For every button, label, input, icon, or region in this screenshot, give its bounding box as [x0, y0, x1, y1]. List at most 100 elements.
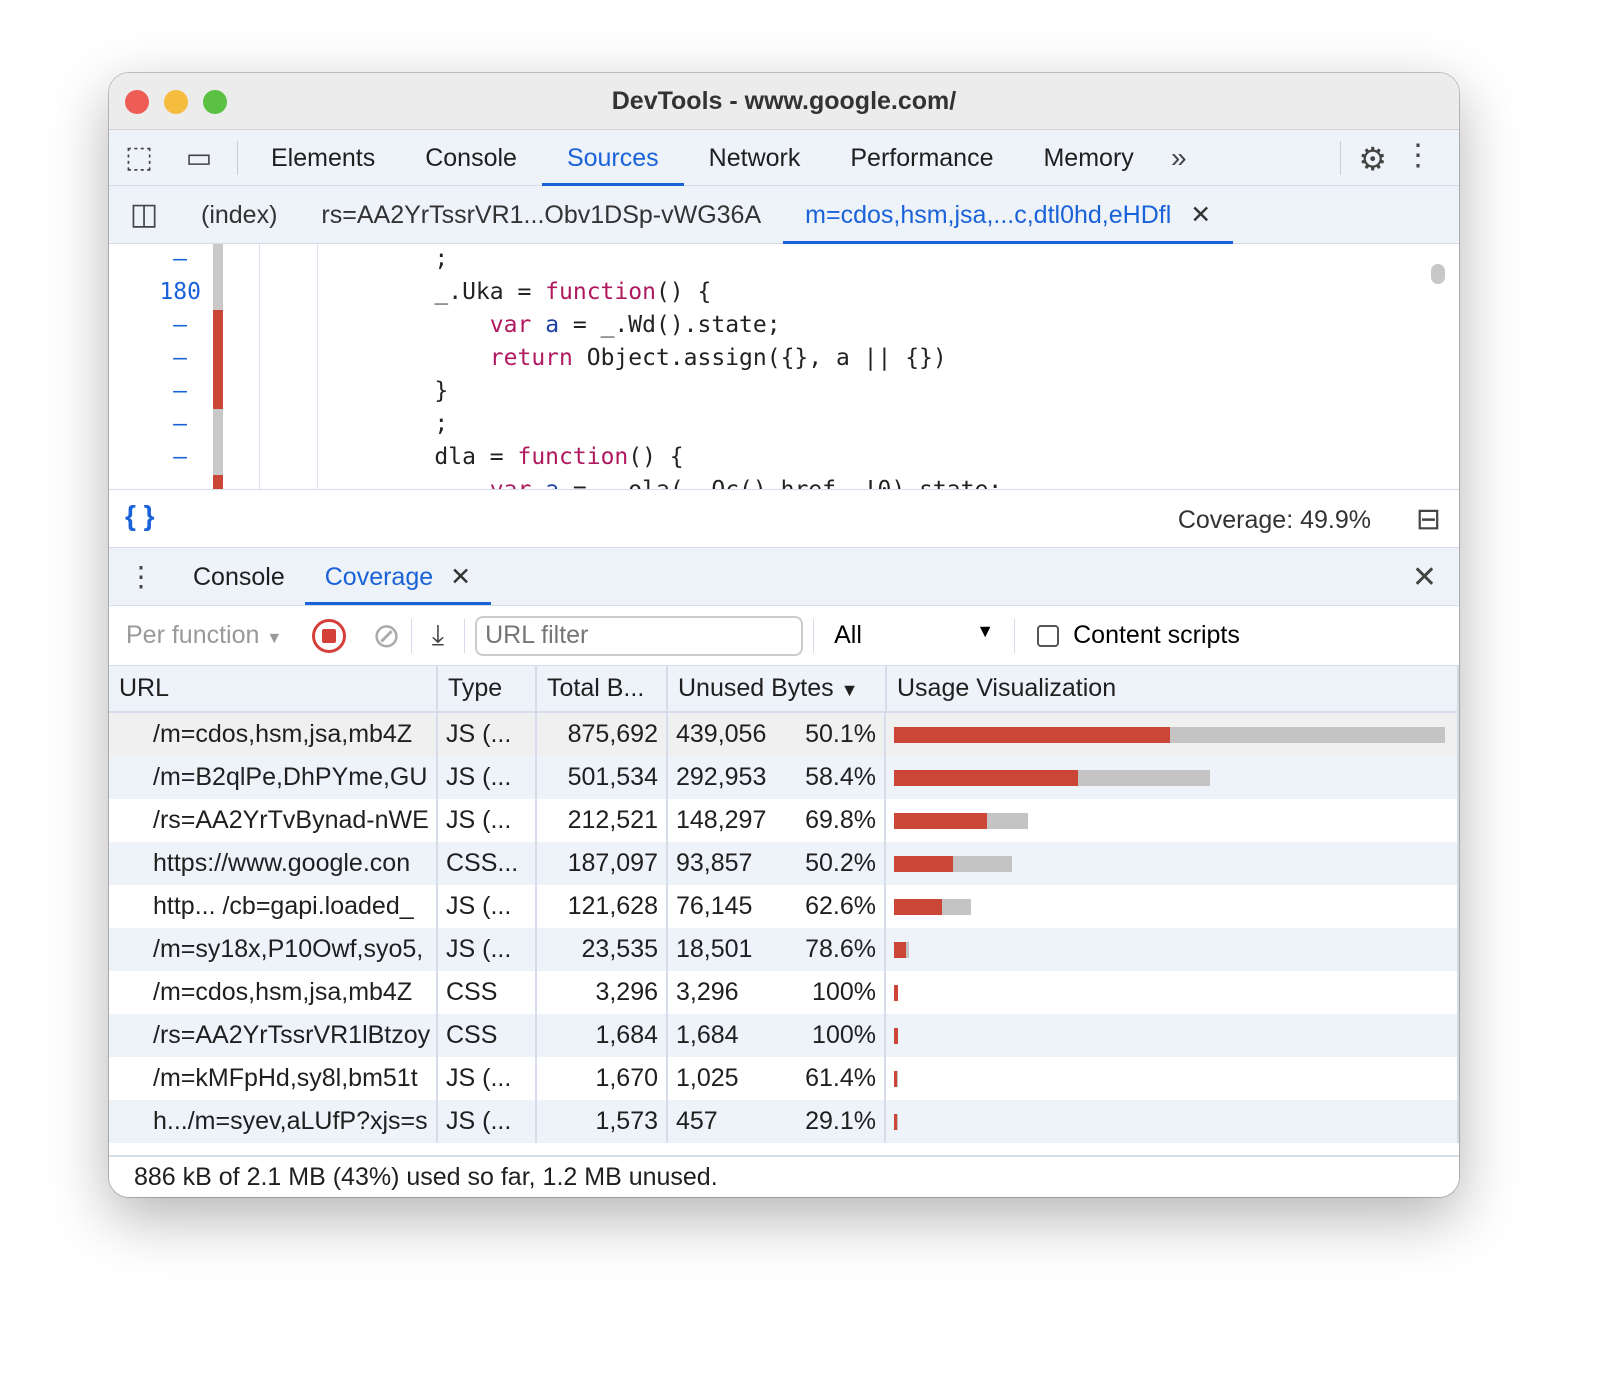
- unused-bytes-cell: 1,684 100%: [668, 1014, 886, 1057]
- clear-icon[interactable]: ⊘: [372, 616, 401, 655]
- tab-performance[interactable]: Performance: [850, 143, 994, 172]
- unused-bytes-bar: [894, 769, 1079, 786]
- drawer-menu-icon[interactable]: ⋮: [127, 561, 155, 592]
- code-token: = _.Wd().state;: [559, 312, 781, 338]
- type-filter-value: All: [834, 621, 862, 649]
- tab-sources[interactable]: Sources: [541, 130, 684, 186]
- editor-scrollbar[interactable]: [1431, 264, 1445, 284]
- more-tabs-icon[interactable]: »: [1170, 141, 1187, 173]
- code-line: ;: [379, 246, 448, 272]
- unused-bytes-cell: 3,296 100%: [668, 971, 886, 1014]
- more-options-icon[interactable]: ⋮: [1403, 139, 1433, 172]
- tab-network[interactable]: Network: [708, 143, 801, 172]
- coverage-marker: [213, 343, 223, 376]
- coverage-table: URL Type Total B... Unused Bytes ▼ Usage…: [109, 666, 1459, 1143]
- usage-visualization-cell: [886, 799, 1459, 842]
- stop-recording-button[interactable]: [312, 618, 347, 653]
- table-row[interactable]: /m=cdos,hsm,jsa,mb4Z JS (... 875,692 439,05…: [109, 712, 1459, 756]
- type-cell: JS (...: [437, 799, 537, 842]
- unused-percent-value: 50.1%: [805, 720, 876, 748]
- usage-visualization-cell: [886, 1100, 1459, 1143]
- unused-bytes-cell: 93,857 50.2%: [668, 842, 886, 885]
- unused-bytes-bar: [894, 726, 1171, 743]
- code-token: [531, 312, 545, 338]
- usage-bar: [894, 941, 1449, 958]
- drawer-tab-coverage[interactable]: Coverage ✕: [304, 549, 492, 605]
- window-title: DevTools - www.google.com/: [611, 87, 957, 115]
- total-bytes-cell: 1,573: [536, 1100, 668, 1143]
- usage-bar: [894, 1027, 1449, 1044]
- file-tab[interactable]: rs=AA2YrTssrVR1...Obv1DSp-vWG36A: [299, 186, 783, 244]
- code-line: var a = _.ola(_.Oc().href, !0).state;: [379, 477, 1002, 489]
- table-row[interactable]: /m=cdos,hsm,jsa,mb4Z CSS 3,296 3,296 100%: [109, 971, 1459, 1014]
- unused-bytes-cell: 457 29.1%: [668, 1100, 886, 1143]
- table-row[interactable]: /rs=AA2YrTssrVR1lBtzoy CSS 1,684 1,684 100%: [109, 1014, 1459, 1057]
- toggle-drawer-icon[interactable]: ⊟: [1415, 503, 1441, 536]
- column-header-unused-bytes[interactable]: Unused Bytes ▼: [667, 666, 887, 713]
- maximize-window-button[interactable]: [203, 90, 227, 114]
- table-row[interactable]: /rs=AA2YrTvBynad-nWE JS (... 212,521 148,29…: [109, 799, 1459, 842]
- unused-bytes-cell: 1,025 61.4%: [668, 1057, 886, 1100]
- total-bytes-cell: 121,628: [536, 885, 668, 928]
- coverage-marker: [213, 475, 223, 489]
- unused-bytes-bar: [894, 898, 942, 915]
- unused-bytes-value: 457: [676, 1107, 718, 1135]
- toggle-navigator-icon[interactable]: ◫: [129, 198, 159, 231]
- unused-bytes-bar: [894, 1113, 897, 1130]
- table-row[interactable]: https://www.google.con CSS... 187,097 93,85…: [109, 842, 1459, 885]
- code-line: _.Uka = function() {: [379, 279, 711, 305]
- column-header-usage-visualization[interactable]: Usage Visualization: [886, 666, 1459, 713]
- code-token: () {: [655, 279, 712, 305]
- table-row[interactable]: /m=kMFpHd,sy8l,bm51t JS (... 1,670 1,025 61.…: [109, 1057, 1459, 1100]
- content-scripts-checkbox[interactable]: [1037, 624, 1060, 647]
- type-cell: JS (...: [437, 756, 537, 799]
- coverage-percentage: Coverage: 49.9%: [1177, 506, 1371, 534]
- code-token: function: [517, 444, 629, 470]
- tab-console[interactable]: Console: [425, 143, 517, 172]
- tab-memory[interactable]: Memory: [1043, 143, 1134, 172]
- close-window-button[interactable]: [125, 90, 149, 114]
- column-header-type[interactable]: Type: [437, 666, 537, 713]
- device-toolbar-icon[interactable]: ▭: [185, 142, 213, 173]
- column-header-url[interactable]: URL: [109, 666, 438, 713]
- code-editor[interactable]: – ; 180 _.Uka = function() {– var a = _.W…: [109, 244, 1459, 490]
- code-line: dla = function() {: [379, 444, 684, 470]
- line-number: –: [173, 477, 187, 490]
- drawer-tab-console[interactable]: Console: [173, 549, 305, 605]
- line-number: –: [173, 411, 187, 437]
- close-drawer-icon[interactable]: ✕: [1411, 561, 1437, 594]
- file-tab[interactable]: m=cdos,hsm,jsa,...c,dtl0hd,eHDfl ✕: [783, 186, 1234, 244]
- export-download-icon[interactable]: ⤓: [431, 619, 445, 650]
- inspect-element-icon[interactable]: ⬚: [124, 141, 154, 174]
- minimize-window-button[interactable]: [164, 90, 188, 114]
- total-bytes-cell: 501,534: [536, 756, 668, 799]
- close-tab-icon[interactable]: ✕: [1183, 200, 1212, 229]
- code-token: () {: [628, 444, 684, 470]
- close-coverage-tab-icon[interactable]: ✕: [443, 562, 472, 591]
- code-token: [379, 345, 490, 371]
- pretty-print-icon[interactable]: { }: [125, 500, 155, 531]
- content-scripts-label: Content scripts: [1073, 621, 1240, 649]
- table-row[interactable]: /m=sy18x,P10Owf,syo5, JS (... 23,535 18,501…: [109, 928, 1459, 971]
- unused-percent-value: 69.8%: [805, 806, 876, 834]
- coverage-marker: [213, 244, 223, 277]
- unused-bytes-value: 292,953: [676, 763, 767, 791]
- settings-gear-icon[interactable]: ⚙: [1358, 141, 1387, 177]
- coverage-mode-select[interactable]: Per function ▼: [126, 621, 282, 650]
- unused-percent-value: 50.2%: [805, 849, 876, 877]
- total-bytes-cell: 1,684: [536, 1014, 668, 1057]
- coverage-marker: [213, 376, 223, 409]
- url-filter-input[interactable]: [475, 615, 804, 656]
- column-header-total-bytes[interactable]: Total B...: [536, 666, 668, 713]
- tab-elements[interactable]: Elements: [271, 143, 376, 172]
- table-row[interactable]: h.../m=syev,aLUfP?xjs=s JS (... 1,573 457 29…: [109, 1100, 1459, 1143]
- file-tab[interactable]: (index): [179, 186, 299, 244]
- unused-bytes-value: 148,297: [676, 806, 767, 834]
- devtools-window: DevTools - www.google.com/ ⬚ ▭ Elements C…: [109, 73, 1459, 1197]
- unused-bytes-value: 18,501: [676, 935, 753, 963]
- table-row[interactable]: http... /cb=gapi.loaded_ JS (... 121,628 76…: [109, 885, 1459, 928]
- type-filter-select[interactable]: All ▼: [824, 621, 1004, 650]
- usage-visualization-cell: [886, 1057, 1459, 1100]
- table-row[interactable]: /m=B2qlPe,DhPYme,GU JS (... 501,534 292,953…: [109, 756, 1459, 799]
- usage-visualization-cell: [886, 712, 1459, 756]
